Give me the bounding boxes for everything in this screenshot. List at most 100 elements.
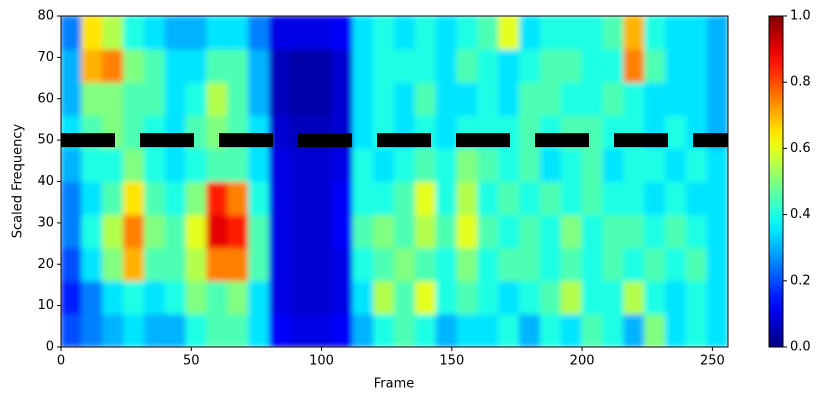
heat-cell	[123, 181, 145, 216]
heat-cell	[61, 181, 83, 216]
heat-cell	[164, 214, 187, 249]
heat-cell	[331, 247, 354, 282]
heat-cell	[248, 48, 270, 83]
y-axis-label: Scaled Frequency	[11, 123, 26, 238]
heat-cell	[706, 214, 728, 249]
heat-cell	[414, 147, 437, 182]
heat-cell	[373, 181, 395, 216]
heat-cell	[373, 313, 395, 347]
heat-cell	[352, 313, 375, 347]
heat-cell	[331, 16, 354, 50]
heat-cell	[539, 181, 562, 216]
heat-cell	[519, 214, 541, 249]
heat-cell	[102, 81, 125, 116]
heat-cell	[539, 280, 562, 315]
heat-cell	[331, 313, 354, 347]
heat-cell	[477, 313, 500, 347]
colorbar-tick-label: 0.0	[790, 340, 811, 355]
heat-cell	[310, 280, 333, 315]
heat-cell	[685, 16, 708, 50]
heat-cell	[164, 313, 187, 347]
heat-cell	[581, 81, 604, 116]
heat-cell	[123, 247, 145, 282]
heat-cell	[623, 313, 646, 347]
x-tick-label: 250	[700, 354, 725, 369]
heat-cell	[664, 16, 687, 50]
heat-cell	[185, 313, 208, 347]
heat-cell	[102, 147, 125, 182]
heat-cell	[268, 81, 291, 116]
heat-cell	[602, 313, 625, 347]
heat-cell	[664, 214, 687, 249]
heat-cell	[310, 16, 333, 50]
heat-cell	[435, 280, 458, 315]
heat-cell	[185, 280, 208, 315]
heat-cell	[519, 81, 541, 116]
heat-cell	[581, 16, 604, 50]
heat-cell	[602, 214, 625, 249]
heat-cell	[581, 313, 604, 347]
heat-cell	[81, 16, 104, 50]
heat-cell	[143, 16, 166, 50]
heat-cell	[81, 214, 104, 249]
heat-cell	[289, 147, 312, 182]
heat-cell	[414, 280, 437, 315]
heat-cell	[310, 147, 333, 182]
heat-cell	[123, 81, 145, 116]
heat-cell	[706, 48, 728, 83]
y-tick-label: 0	[46, 340, 54, 355]
heat-cell	[143, 247, 166, 282]
heat-cell	[227, 280, 250, 315]
heat-cell	[102, 313, 125, 347]
heat-cell	[227, 181, 250, 216]
heat-cell	[331, 181, 354, 216]
heat-cell	[227, 48, 250, 83]
y-tick-label: 20	[37, 257, 54, 272]
heat-cell	[206, 313, 229, 347]
heat-cell	[164, 81, 187, 116]
heat-cell	[539, 247, 562, 282]
heat-cell	[539, 313, 562, 347]
heat-cell	[498, 247, 521, 282]
heat-cell	[623, 81, 646, 116]
heat-cell	[352, 247, 375, 282]
heat-cell	[185, 48, 208, 83]
heat-cell	[352, 181, 375, 216]
heat-cell	[456, 16, 479, 50]
heat-cell	[164, 280, 187, 315]
heat-cell	[310, 181, 333, 216]
heat-cell	[143, 81, 166, 116]
heat-cell	[352, 81, 375, 116]
x-axis-label: Frame	[374, 377, 415, 392]
heat-cell	[414, 16, 437, 50]
heat-cell	[539, 147, 562, 182]
heat-cell	[123, 147, 145, 182]
heat-cell	[61, 313, 83, 347]
heat-cell	[560, 214, 583, 249]
heat-cell	[102, 48, 125, 83]
heat-cell	[498, 81, 521, 116]
heat-cell	[268, 147, 291, 182]
y-tick-label: 30	[37, 215, 54, 230]
heat-cell	[227, 247, 250, 282]
heat-cell	[519, 247, 541, 282]
heat-cell	[560, 81, 583, 116]
heat-cell	[539, 214, 562, 249]
heat-cell	[394, 16, 416, 50]
heat-cell	[373, 16, 395, 50]
heat-cell	[498, 214, 521, 249]
heat-cell	[581, 48, 604, 83]
heat-cell	[560, 313, 583, 347]
heat-cell	[352, 214, 375, 249]
heat-cell	[164, 48, 187, 83]
heat-cell	[519, 280, 541, 315]
heat-cell	[623, 214, 646, 249]
heat-cell	[248, 181, 270, 216]
x-tick-label: 50	[183, 354, 200, 369]
heat-cell	[664, 81, 687, 116]
heat-cell	[456, 48, 479, 83]
heat-cell	[61, 147, 83, 182]
heat-cell	[519, 147, 541, 182]
heat-cell	[352, 280, 375, 315]
